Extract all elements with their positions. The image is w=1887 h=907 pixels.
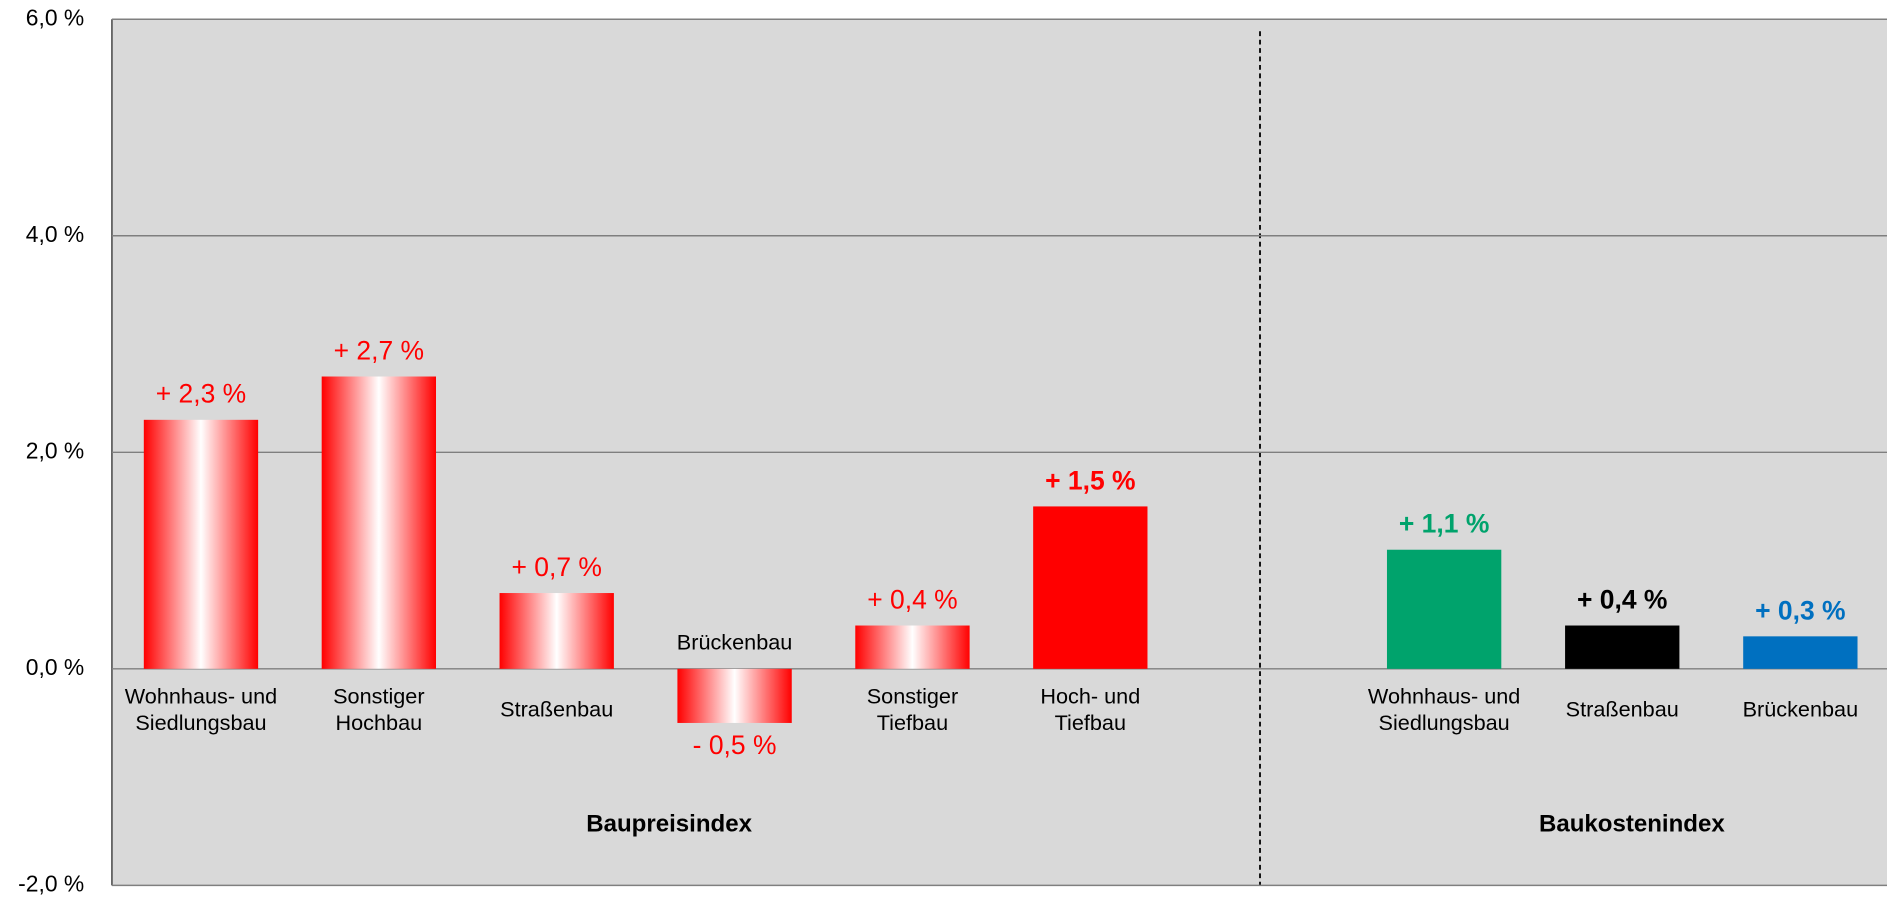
group-label: Baupreisindex	[586, 811, 752, 838]
bar	[1565, 625, 1680, 669]
x-tick-label-line: Straßenbau	[500, 697, 613, 722]
x-tick-label: Brückenbau	[677, 629, 793, 654]
x-tick-label-line: Hochbau	[336, 710, 423, 735]
y-tick-label: 0,0 %	[26, 654, 84, 680]
x-tick-label: Straßenbau	[500, 697, 613, 722]
value-label: - 0,5 %	[693, 730, 777, 760]
x-tick-label: Brückenbau	[1743, 697, 1859, 722]
bar	[1033, 506, 1148, 669]
bar	[1386, 549, 1502, 669]
value-label: + 0,4 %	[867, 584, 957, 614]
value-label: + 2,3 %	[156, 379, 246, 409]
group-label: Baukostenindex	[1539, 811, 1725, 838]
x-tick-label-line: Wohnhaus- und	[125, 683, 277, 708]
value-label: + 1,1 %	[1399, 509, 1489, 539]
x-tick-label-line: Siedlungsbau	[135, 710, 266, 735]
x-tick-label: Straßenbau	[1566, 697, 1679, 722]
x-tick-label-line: Brückenbau	[677, 629, 793, 654]
x-tick-label-line: Sonstiger	[867, 683, 958, 708]
x-tick-label-line: Tiefbau	[877, 710, 948, 735]
x-tick-label-line: Hoch- und	[1040, 683, 1140, 708]
bar	[321, 376, 437, 669]
value-label: + 0,4 %	[1577, 584, 1667, 614]
x-tick-label: Wohnhaus- und Siedlungsbau	[1368, 683, 1520, 734]
x-tick-label: Hoch- und Tiefbau	[1040, 683, 1140, 734]
bar	[677, 668, 792, 723]
x-tick-label-line: Sonstiger	[333, 683, 424, 708]
bar	[143, 419, 259, 669]
y-tick-label: -2,0 %	[18, 870, 84, 896]
x-tick-label: Sonstiger Tiefbau	[867, 683, 958, 734]
bar	[499, 593, 614, 669]
value-label: + 0,3 %	[1755, 595, 1845, 625]
bar	[1743, 636, 1858, 669]
x-tick-label-line: Straßenbau	[1566, 697, 1679, 722]
bar	[855, 625, 970, 669]
x-tick-label-line: Tiefbau	[1055, 710, 1126, 735]
y-tick-label: 6,0 %	[26, 4, 84, 30]
value-label: + 1,5 %	[1045, 465, 1135, 495]
value-label: + 0,7 %	[511, 552, 601, 582]
x-tick-label: Sonstiger Hochbau	[333, 683, 424, 734]
x-tick-label-line: Wohnhaus- und	[1368, 683, 1520, 708]
value-label: + 2,7 %	[334, 335, 424, 365]
y-tick-label: 4,0 %	[26, 221, 84, 247]
x-tick-label: Wohnhaus- und Siedlungsbau	[125, 683, 277, 734]
x-tick-label-line: Brückenbau	[1743, 697, 1859, 722]
x-tick-label-line: Siedlungsbau	[1379, 710, 1510, 735]
y-tick-label: 2,0 %	[26, 437, 84, 463]
